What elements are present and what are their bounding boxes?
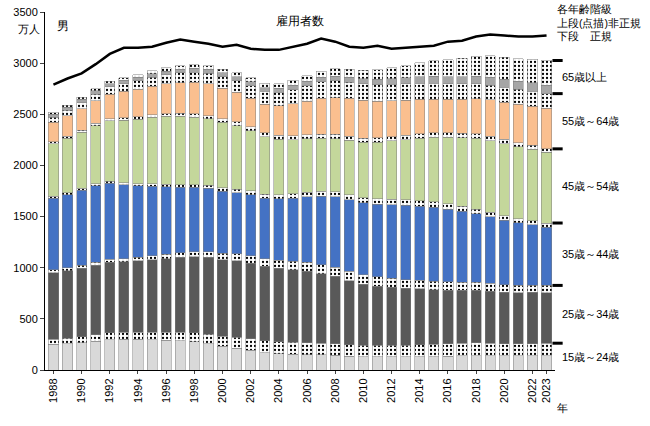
svg-text:1990: 1990 bbox=[75, 378, 87, 402]
svg-text:雇用者数: 雇用者数 bbox=[276, 14, 324, 28]
svg-text:2012: 2012 bbox=[385, 378, 397, 402]
svg-text:2004: 2004 bbox=[272, 378, 284, 402]
svg-text:25歳～34歳: 25歳～34歳 bbox=[562, 308, 619, 320]
svg-text:2006: 2006 bbox=[301, 378, 313, 402]
svg-text:55歳～64歳: 55歳～64歳 bbox=[562, 115, 619, 127]
svg-text:2010: 2010 bbox=[357, 378, 369, 402]
svg-text:2020: 2020 bbox=[498, 378, 510, 402]
svg-text:2022: 2022 bbox=[526, 378, 538, 402]
svg-text:1992: 1992 bbox=[103, 378, 115, 402]
svg-text:1994: 1994 bbox=[132, 378, 144, 402]
svg-text:500: 500 bbox=[19, 313, 37, 325]
svg-text:万人: 万人 bbox=[18, 23, 40, 35]
svg-text:3500: 3500 bbox=[13, 6, 37, 18]
svg-text:1000: 1000 bbox=[13, 262, 37, 274]
svg-text:男: 男 bbox=[57, 19, 69, 33]
svg-text:45歳～54歳: 45歳～54歳 bbox=[562, 180, 619, 192]
svg-text:2018: 2018 bbox=[470, 378, 482, 402]
svg-text:1998: 1998 bbox=[188, 378, 200, 402]
svg-text:各年齢階級上段(点描)非正規下段 正規: 各年齢階級上段(点描)非正規下段 正規 bbox=[557, 3, 641, 42]
svg-text:0: 0 bbox=[32, 364, 38, 376]
svg-text:15歳～24歳: 15歳～24歳 bbox=[562, 351, 619, 363]
svg-text:65歳以上: 65歳以上 bbox=[562, 71, 607, 83]
svg-text:2023: 2023 bbox=[540, 378, 552, 402]
svg-text:1500: 1500 bbox=[13, 210, 37, 222]
svg-text:3000: 3000 bbox=[13, 57, 37, 69]
svg-text:2014: 2014 bbox=[413, 378, 425, 402]
svg-text:1988: 1988 bbox=[47, 378, 59, 402]
svg-text:2002: 2002 bbox=[244, 378, 256, 402]
svg-text:年: 年 bbox=[557, 402, 568, 414]
svg-text:2000: 2000 bbox=[13, 159, 37, 171]
svg-text:2000: 2000 bbox=[216, 378, 228, 402]
svg-text:2016: 2016 bbox=[442, 378, 454, 402]
svg-text:2008: 2008 bbox=[329, 378, 341, 402]
svg-text:1996: 1996 bbox=[160, 378, 172, 402]
svg-text:2500: 2500 bbox=[13, 108, 37, 120]
svg-text:35歳～44歳: 35歳～44歳 bbox=[562, 248, 619, 260]
